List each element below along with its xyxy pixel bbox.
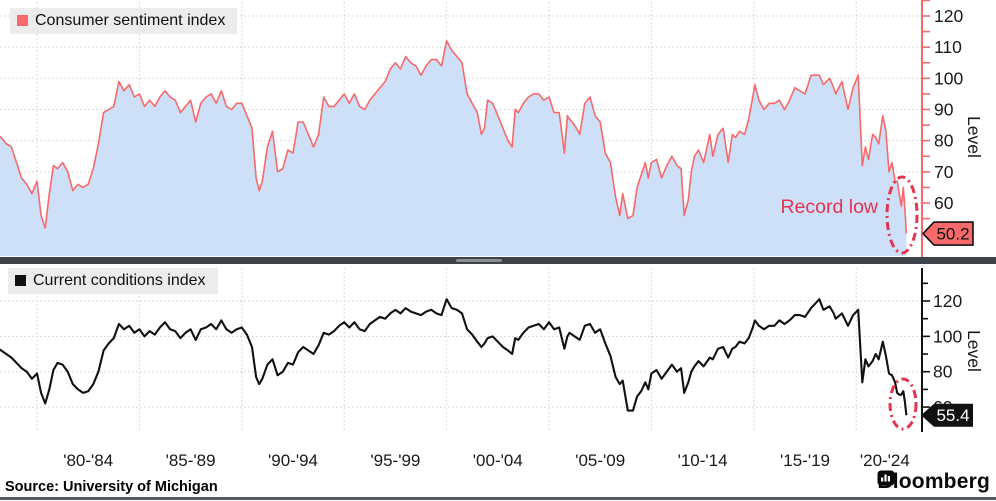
last-value-badge-sentiment: 50.2 — [921, 221, 974, 246]
y-tick-label: 80 — [933, 362, 953, 382]
legend-swatch-black — [15, 275, 26, 287]
x-axis-label: '20-'24 — [859, 451, 910, 470]
legend-label: Consumer sentiment index — [35, 12, 226, 29]
y-tick-label: 120 — [934, 6, 963, 26]
divider-grip-handle[interactable] — [456, 259, 502, 262]
record-low-highlight-ellipse — [885, 175, 919, 255]
x-axis-labels: '80-'84 '85-'89 '90-'94 '95-'99 '00-'04 '05-'… — [0, 451, 996, 473]
y-tick-label: 100 — [934, 68, 963, 88]
y-tick-label: 100 — [933, 326, 962, 346]
bloomberg-terminal-icon — [877, 470, 895, 488]
consumer-sentiment-area — [0, 40, 907, 256]
y-tick-label: 60 — [934, 193, 954, 213]
svg-text:55.4: 55.4 — [936, 406, 969, 425]
legend-swatch-red — [17, 15, 28, 27]
x-axis-label: '85-'89 — [165, 451, 216, 470]
x-axis-label: '80-'84 — [63, 451, 114, 470]
last-value-badge-conditions: 55.4 — [921, 403, 973, 427]
consumer-sentiment-line — [0, 40, 908, 234]
y-tick-label: 120 — [933, 291, 962, 311]
svg-text:50.2: 50.2 — [936, 225, 969, 244]
panel-divider[interactable] — [0, 257, 996, 264]
x-axis-label: '05-'09 — [575, 451, 626, 470]
x-axis-label: '90-'94 — [268, 451, 318, 470]
legend-consumer-sentiment: Consumer sentiment index — [10, 8, 238, 34]
record-low-annotation: Record low — [780, 196, 878, 218]
x-axis-label: '15-'19 — [780, 451, 830, 470]
y-axis-title-top: Level — [964, 116, 984, 158]
bloomberg-logo: Bloomberg — [877, 470, 990, 494]
y-axis-title-bottom: Level — [964, 330, 984, 372]
y-tick-label: 90 — [934, 100, 954, 120]
y-tick-label: 70 — [934, 162, 954, 182]
current-conditions-line — [0, 298, 908, 416]
legend-label: Current conditions index — [33, 272, 206, 289]
x-axis-label: '00-'04 — [472, 451, 523, 470]
bloomberg-wordmark: Bloomberg — [877, 470, 990, 493]
x-axis-label: '10-'14 — [677, 451, 728, 470]
y-tick-label: 110 — [934, 37, 962, 57]
bottom-border — [0, 497, 996, 500]
legend-current-conditions: Current conditions index — [8, 268, 218, 294]
conditions-low-highlight-ellipse — [888, 377, 918, 431]
source-credit: Source: University of Michigan — [5, 479, 218, 495]
y-tick-label: 80 — [934, 131, 954, 151]
x-axis-label: '95-'99 — [370, 451, 421, 470]
